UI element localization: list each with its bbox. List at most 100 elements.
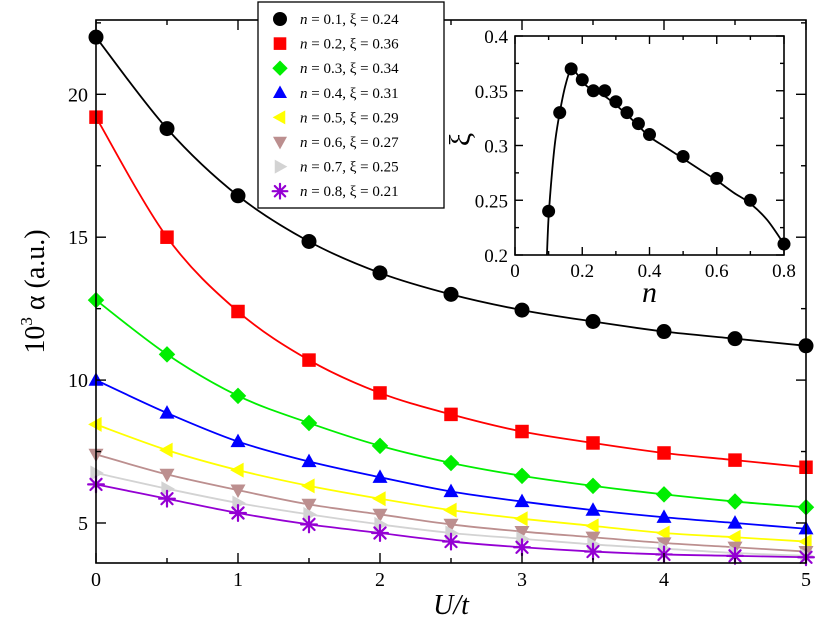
series-6-point-8 [585,531,601,546]
series-6-point-2 [159,468,175,483]
series-8-point-8 [584,542,602,561]
series-4-point-6 [443,483,459,498]
series-8-point-7 [513,538,531,557]
series-5-point-7 [514,511,528,527]
legend-label-n-6: n [300,135,308,151]
series-4-point-9 [656,509,672,523]
legend-label-n-3: n [300,61,308,77]
series-1-point-2 [159,121,175,137]
inset-point-10 [643,128,656,142]
x-tick-label-0: 0 [91,569,101,591]
series-6-point-7 [514,525,530,540]
legend-label-3: n = 0.3, ξ = 0.34 [300,61,399,77]
legend-label-n-1: n [300,12,308,28]
inset-point-6 [598,84,612,98]
inset-point-1 [542,204,556,218]
y-tick-label-20: 20 [68,84,88,106]
legend-label-7: n = 0.7, ξ = 0.25 [300,160,399,176]
main-x-axis-title: U/t [433,590,470,621]
inset-y-tick-label-3: 0.35 [475,82,508,103]
series-1-point-10 [727,331,743,347]
series-line-3 [95,299,807,509]
series-1-point-8 [585,314,601,330]
series-4-point-3 [230,433,246,448]
legend-marker-4 [273,85,287,99]
series-1-point-6 [443,286,459,302]
series-1-point-5 [372,265,388,281]
series-5-point-3 [230,462,244,478]
inset-point-2 [553,106,567,120]
inset-x-tick-label-0: 0 [510,261,520,282]
series-2-point-2 [160,230,174,244]
x-tick-label-5: 5 [801,569,811,591]
legend-item-1: n = 0.1, ξ = 0.24 [273,12,399,28]
series-6-point-3 [230,484,246,498]
legend-label-n-7: n [300,160,308,176]
legend-label-value-1: = 0.1, ξ = 0.24 [308,12,400,28]
legend-label-value-4: = 0.4, ξ = 0.31 [308,86,399,102]
legend: n = 0.1, ξ = 0.24n = 0.2, ξ = 0.36n = 0.… [257,1,445,209]
series-8-point-10 [726,546,744,565]
legend-marker-5 [272,110,286,125]
series-6-point-4 [301,498,317,513]
legend-item-2: n = 0.2, ξ = 0.36 [273,37,399,53]
y-tick-label-10: 10 [68,370,88,392]
legend-marker-3 [272,60,288,76]
legend-marker-7 [274,159,288,174]
legend-item-4: n = 0.4, ξ = 0.31 [273,85,399,102]
series-5-point-2 [159,442,173,458]
legend-label-value-6: = 0.6, ξ = 0.27 [308,135,400,151]
legend-label-2: n = 0.2, ξ = 0.36 [300,37,399,53]
series-2-point-9 [657,446,671,460]
legend-marker-1 [273,12,287,26]
inset-point-8 [620,106,634,120]
x-tick-label-3: 3 [517,569,527,591]
series-2-point-3 [231,304,245,319]
series-6-point-9 [656,537,672,551]
legend-box [257,1,445,209]
legend-label-5: n = 0.5, ξ = 0.29 [300,110,399,126]
series-3-point-5 [371,437,389,455]
inset-point-3 [564,62,578,76]
inset-y-tick-label-2: 0.3 [484,137,508,158]
series-2-point-5 [373,386,387,400]
legend-label-1: n = 0.1, ξ = 0.24 [300,12,399,28]
inset-y-tick-label-1: 0.25 [475,191,508,212]
legend-label-8: n = 0.8, ξ = 0.21 [300,184,399,200]
main-axis-ticks: 0 1 2 3 4 5 5 10 15 20 [68,20,811,591]
series-8-point-3 [229,504,247,522]
legend-marker-2 [273,37,287,50]
legend-label-6: n = 0.6, ξ = 0.27 [300,135,399,151]
series-7-point-7 [516,531,530,547]
inset-x-tick-label-1: 0.2 [570,261,594,282]
y-axis-title-prefix: 10 [20,326,51,354]
svg-text:103 α (a.u.): 103 α (a.u.) [17,229,51,353]
legend-item-7: n = 0.7, ξ = 0.25 [274,159,399,176]
series-1-point-3 [230,188,246,204]
series-8-point-2 [158,489,176,508]
series-3-point-6 [442,454,460,472]
series-8-point-6 [442,532,460,551]
legend-marker-8 [271,182,289,200]
series-2-point-7 [515,424,529,439]
legend-items: n = 0.1, ξ = 0.24n = 0.2, ξ = 0.36n = 0.… [271,12,399,200]
series-7-point-3 [232,495,246,511]
series-4-point-8 [585,502,601,516]
series-1-point-4 [301,233,317,249]
series-7-point-4 [303,506,317,522]
series-2-point-6 [444,407,458,422]
legend-marker-6 [273,136,287,150]
legend-label-value-2: = 0.2, ξ = 0.36 [308,37,400,53]
series-5-point-5 [372,491,386,507]
inset-markers [542,62,791,251]
series-8-point-5 [371,524,389,542]
inset-point-13 [743,193,757,207]
inset-point-12 [710,171,724,185]
series-3-point-8 [584,477,602,495]
series-7-point-1 [90,465,104,481]
legend-label-value-7: = 0.7, ξ = 0.25 [308,160,399,176]
inset-x-axis-title: n [642,276,657,309]
series-5-point-9 [656,525,670,541]
series-3-point-3 [229,387,247,405]
